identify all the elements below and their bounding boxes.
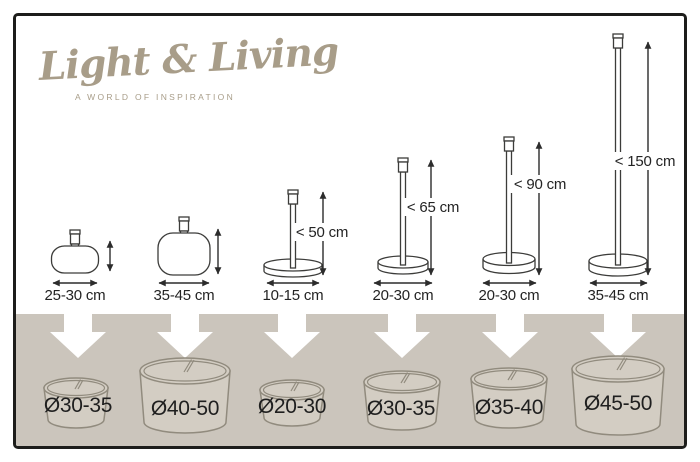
shade-3-diameter-label: Ø20-30 (258, 395, 326, 418)
lamp-5-label-backdrop (510, 175, 570, 193)
lamp-6-label-backdrop (611, 152, 679, 170)
lamp-4-width-label: 20-30 cm (373, 287, 434, 304)
down-arrow-icon (157, 314, 213, 358)
shade-4-diameter-label: Ø30-35 (367, 397, 435, 420)
mapping-down-arrows (50, 314, 646, 358)
lamp-1-round-base-small-icon (50, 229, 100, 274)
lamp-5-width-label: 20-30 cm (479, 287, 540, 304)
shade-6-drum-icon (571, 355, 665, 436)
down-arrow-icon (264, 314, 320, 358)
lamp-4-pole-medium-icon (377, 157, 429, 275)
shade-1-drum-icon (43, 377, 109, 429)
shade-1-diameter-label: Ø30-35 (44, 394, 112, 417)
lamp-6-max-height-label: < 150 cm (615, 153, 676, 170)
down-arrow-icon (50, 314, 106, 358)
lamp-5-max-height-label: < 90 cm (514, 176, 566, 193)
lamp-3-max-height-label: < 50 cm (296, 224, 348, 241)
shade-3-drum-icon (259, 379, 325, 427)
size-guide-artwork: 25-30 cm 35-45 cm < 50 cm (43, 33, 679, 436)
frame-border: Light & Living A WORLD OF INSPIRATION 25… (13, 13, 687, 449)
lamp-2-round-base-large-icon (157, 216, 211, 276)
down-arrow-icon (482, 314, 538, 358)
shade-5-diameter-label: Ø35-40 (475, 396, 543, 419)
shade-2-diameter-label: Ø40-50 (151, 397, 219, 420)
brand-logo: Light & Living A WORLD OF INSPIRATION (38, 28, 340, 102)
lamp-4-label-backdrop (403, 198, 463, 216)
lamp-2-width-label: 35-45 cm (154, 287, 215, 304)
lamp-4-max-height-label: < 65 cm (407, 199, 459, 216)
shade-4-drum-icon (363, 370, 441, 431)
shade-6-diameter-label: Ø45-50 (584, 392, 652, 415)
down-arrow-icon (590, 314, 646, 358)
lamp-3-label-backdrop (292, 223, 352, 241)
lamp-5-pole-floor-icon (482, 136, 536, 275)
brand-tagline: A WORLD OF INSPIRATION (75, 91, 236, 102)
lamp-3-width-label: 10-15 cm (263, 287, 324, 304)
lamp-6-width-label: 35-45 cm (588, 287, 649, 304)
shade-2-drum-icon (139, 357, 231, 434)
lamp-1-width-label: 25-30 cm (45, 287, 106, 304)
shade-5-drum-icon (470, 367, 548, 429)
down-arrow-icon (374, 314, 430, 358)
